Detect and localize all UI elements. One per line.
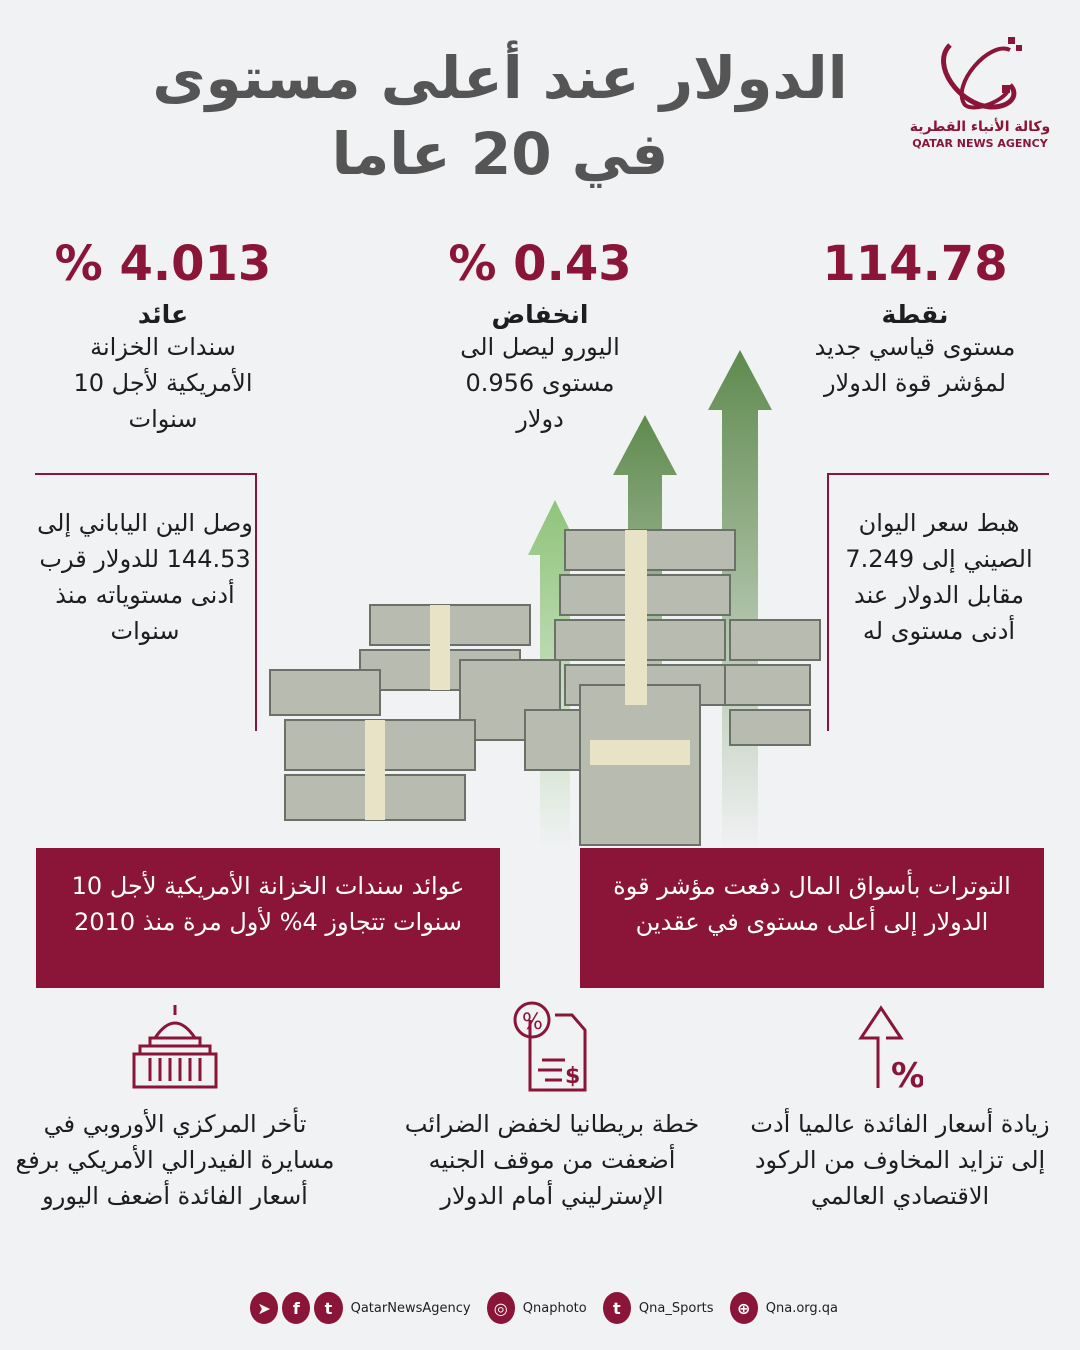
point-text: زيادة أسعار الفائدة عالميا أدت إلى تزايد… (750, 1110, 1050, 1210)
stat-label: انخفاض (491, 300, 589, 329)
stat-euro: % 0.43 انخفاض اليورو ليصل الى مستوى 0.95… (390, 236, 690, 437)
footer-handle-main[interactable]: QatarNewsAgency (350, 1300, 471, 1316)
tax-document-icon: % $ (513, 1001, 587, 1092)
stat-desc: اليورو ليصل الى مستوى 0.956 دولار (460, 333, 620, 433)
stat-desc: سندات الخزانة الأمريكية لأجل 10 سنوات (73, 333, 253, 433)
facebook-icon[interactable]: f (282, 1292, 311, 1324)
banner-market-tensions: التوترات بأسواق المال دفعت مؤشر قوة الدو… (580, 848, 1044, 988)
globe-icon[interactable]: ⊕ (729, 1292, 758, 1324)
logo-emblem-icon (941, 37, 1022, 110)
svg-text:%: % (522, 1010, 543, 1035)
point-uk-tax: % $ (390, 1000, 710, 1099)
title-line-2: في 20 عاما (331, 120, 669, 188)
page-title: الدولار عند أعلى مستوى في 20 عاما (150, 40, 850, 192)
footer-handle-sports[interactable]: Qna_Sports (638, 1300, 714, 1316)
stat-value: 114.78 (822, 236, 1008, 292)
point-interest-rates: % (728, 1003, 1048, 1097)
central-bank-icon (132, 1005, 218, 1089)
twitter-icon[interactable]: t (602, 1292, 631, 1324)
point-text: خطة بريطانيا لخفض الضرائب أضعفت من موقف … (404, 1110, 700, 1210)
footer-handle-instagram[interactable]: Qnaphoto (522, 1300, 587, 1316)
stat-value: % 4.013 (54, 236, 272, 292)
logo-english: QATAR NEWS AGENCY (912, 137, 1048, 150)
point-text: تأخر المركزي الأوروبي في مسايرة الفيدرال… (15, 1110, 335, 1210)
logo-arabic: وكالة الأنباء القطرية (909, 119, 1051, 135)
stat-desc: مستوى قياسي جديد لمؤشر قوة الدولار (814, 333, 1016, 397)
yen-box: وصل الين الياباني إلى 144.53 للدولار قرب… (35, 473, 257, 731)
footer-website[interactable]: Qna.org.qa (765, 1300, 838, 1316)
instagram-icon[interactable]: ◎ (486, 1292, 515, 1324)
money-arrows-illustration (269, 350, 821, 850)
stat-label: نقطة (881, 300, 949, 329)
footer-social: ➤ f t QatarNewsAgency ◎ Qnaphoto t Qna_S… (250, 1292, 850, 1324)
twitter-icon[interactable]: t (314, 1292, 343, 1324)
stat-dollar-index: 114.78 نقطة مستوى قياسي جديد لمؤشر قوة ا… (765, 236, 1065, 401)
stat-treasury: % 4.013 عائد سندات الخزانة الأمريكية لأج… (13, 236, 313, 437)
stat-value: % 0.43 (448, 236, 632, 292)
telegram-icon[interactable]: ➤ (250, 1292, 279, 1324)
svg-text:%: % (891, 1056, 923, 1093)
arrow-up-percent-icon: % (858, 1005, 925, 1096)
yuan-box: هبط سعر اليوان الصيني إلى 7.249 مقابل ال… (827, 473, 1049, 731)
stat-label: عائد (137, 300, 189, 329)
banner-treasury-yields: عوائد سندات الخزانة الأمريكية لأجل 10 سن… (36, 848, 500, 988)
qna-logo: وكالة الأنباء القطرية QATAR NEWS AGENCY (905, 35, 1055, 150)
point-ecb (15, 1003, 335, 1097)
svg-text:$: $ (565, 1064, 580, 1089)
title-line-1: الدولار عند أعلى مستوى (152, 44, 848, 112)
